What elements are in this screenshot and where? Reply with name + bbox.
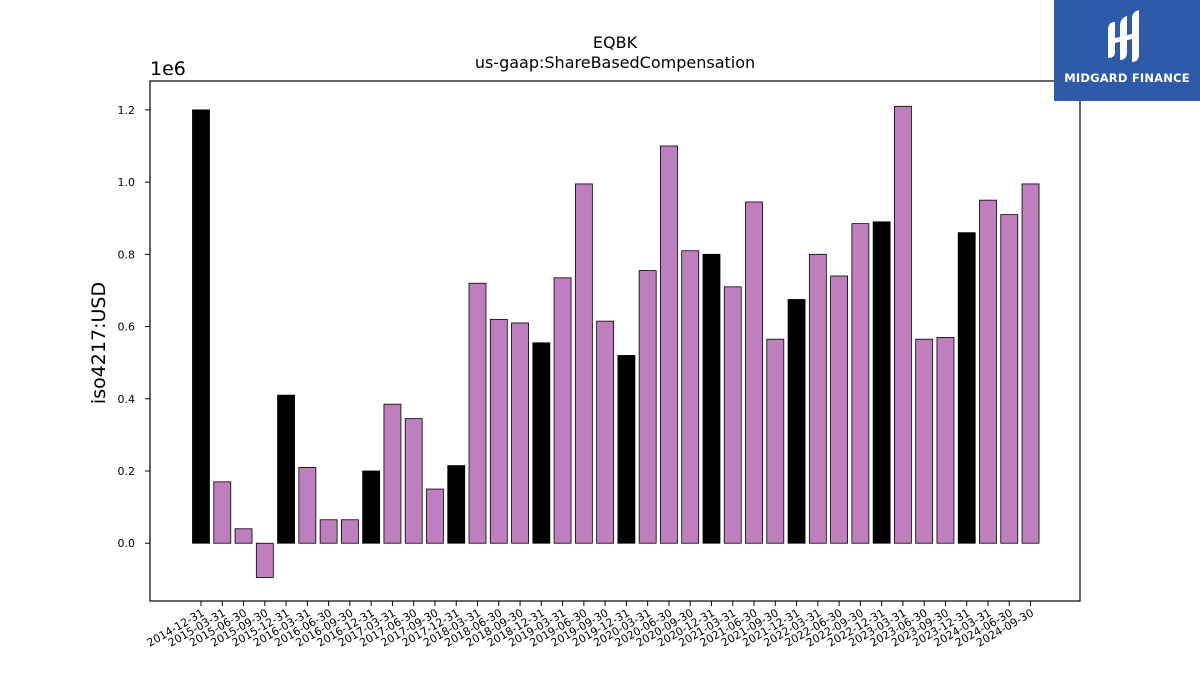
bar-2021-03-31: [723, 286, 742, 544]
bar-2019-03-31: [553, 277, 572, 544]
bar-2017-12-31: [447, 465, 466, 544]
bar-2017-03-31: [383, 403, 402, 544]
midgard-finance-logo: MIDGARD FINANCE: [1054, 0, 1200, 101]
bar-2022-12-31: [872, 221, 891, 544]
bar-2015-06-30: [234, 528, 253, 544]
bar-2020-06-30: [660, 145, 678, 544]
bar-2015-09-30: [255, 542, 274, 578]
bar-2023-03-31: [894, 105, 912, 544]
bar-2017-09-30: [426, 488, 444, 544]
bar-2024-03-31: [979, 199, 997, 544]
y-tick-label: 0.0: [118, 537, 136, 550]
bar-2018-06-30: [489, 318, 508, 544]
bar-2024-06-30: [1000, 214, 1019, 544]
y-tick-label: 0.6: [118, 321, 136, 334]
y-tick-label: 0.2: [118, 465, 136, 478]
chart-title: EQBK: [593, 33, 638, 52]
plot-frame: [149, 80, 1081, 602]
bar-2016-09-30: [340, 519, 359, 544]
bar-2016-03-31: [298, 466, 317, 544]
midgard-logo-icon: [1108, 10, 1139, 62]
y-tick-label: 0.4: [118, 393, 136, 406]
y-tick-label: 0.8: [118, 248, 136, 261]
bar-2016-12-31: [362, 470, 381, 544]
bar-2021-09-30: [766, 338, 785, 544]
y-ticks-group: 0.0 0.2 0.4 0.6 0.8 1.0 1.2: [118, 104, 150, 550]
bar-2015-03-31: [213, 481, 232, 544]
bar-2019-06-30: [574, 183, 593, 544]
bar-2018-09-30: [511, 322, 529, 544]
bar-2021-06-30: [745, 201, 763, 544]
bar-2023-09-30: [936, 336, 955, 544]
y-axis-label: iso4217:USD: [88, 282, 110, 404]
y-tick-label: 1.0: [118, 176, 136, 189]
bar-2019-09-30: [596, 320, 615, 544]
bar-2020-12-31: [702, 253, 721, 544]
bar-2018-12-31: [532, 342, 551, 544]
y-axis-multiplier: 1e6: [150, 58, 186, 80]
bar-2022-09-30: [851, 223, 870, 544]
bar-2017-06-30: [404, 418, 423, 544]
bar-2023-12-31: [957, 232, 976, 544]
bar-2018-03-31: [468, 282, 487, 544]
bar-2022-06-30: [830, 275, 848, 544]
bar-2024-09-30: [1021, 183, 1040, 544]
bar-2022-03-31: [808, 253, 827, 544]
bar-2014-12-31: [192, 109, 210, 544]
bar-2023-06-30: [915, 338, 934, 544]
bar-2020-03-31: [638, 270, 657, 544]
bar-2020-09-30: [681, 250, 700, 544]
logo-text: MIDGARD FINANCE: [1064, 71, 1190, 85]
bar-2016-06-30: [319, 519, 338, 544]
bar-2015-12-31: [277, 394, 295, 544]
bar-2019-12-31: [617, 355, 636, 544]
bar-2021-12-31: [787, 299, 806, 544]
x-ticks-group: 2014-12-312015-03-312015-06-302015-09-30…: [145, 601, 1036, 650]
y-tick-label: 1.2: [118, 104, 136, 117]
chart-subtitle: us-gaap:ShareBasedCompensation: [475, 53, 755, 72]
bars-group: [192, 105, 1040, 578]
